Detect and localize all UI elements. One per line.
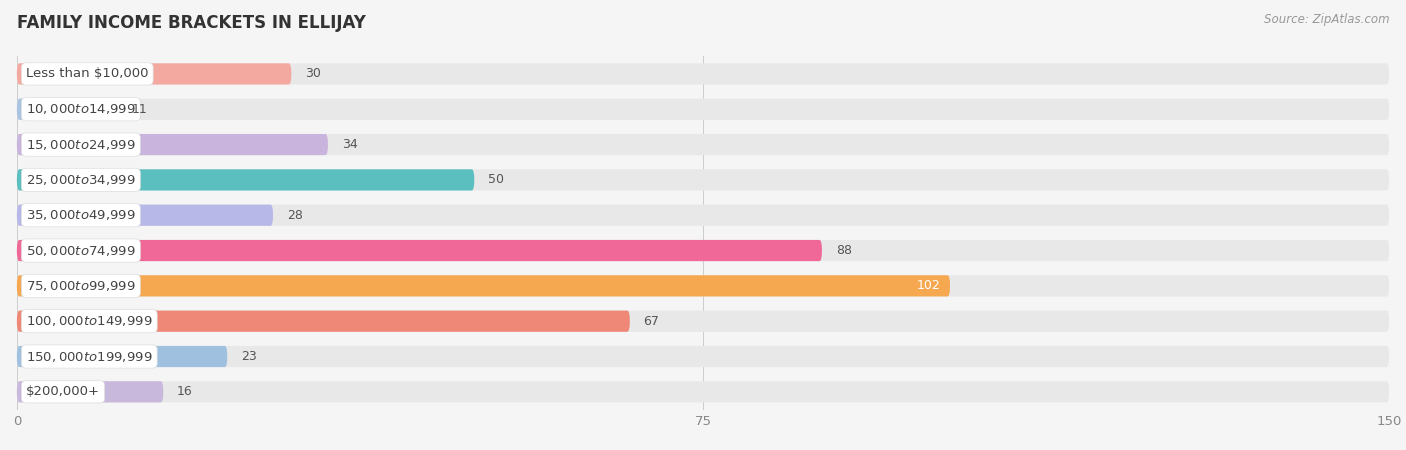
Text: 28: 28	[287, 209, 302, 222]
Text: 11: 11	[131, 103, 148, 116]
FancyBboxPatch shape	[17, 381, 163, 402]
FancyBboxPatch shape	[17, 63, 291, 85]
Text: Less than $10,000: Less than $10,000	[27, 68, 149, 81]
Text: 30: 30	[305, 68, 321, 81]
Text: 23: 23	[240, 350, 257, 363]
Text: $25,000 to $34,999: $25,000 to $34,999	[27, 173, 136, 187]
FancyBboxPatch shape	[17, 169, 1389, 190]
Text: 34: 34	[342, 138, 357, 151]
FancyBboxPatch shape	[17, 99, 118, 120]
FancyBboxPatch shape	[17, 381, 1389, 402]
Text: $75,000 to $99,999: $75,000 to $99,999	[27, 279, 136, 293]
Text: $150,000 to $199,999: $150,000 to $199,999	[27, 350, 153, 364]
FancyBboxPatch shape	[17, 275, 1389, 297]
FancyBboxPatch shape	[17, 310, 1389, 332]
Text: 16: 16	[177, 385, 193, 398]
Text: $15,000 to $24,999: $15,000 to $24,999	[27, 138, 136, 152]
FancyBboxPatch shape	[17, 134, 328, 155]
FancyBboxPatch shape	[17, 205, 273, 226]
FancyBboxPatch shape	[17, 205, 1389, 226]
FancyBboxPatch shape	[17, 346, 1389, 367]
FancyBboxPatch shape	[17, 275, 950, 297]
FancyBboxPatch shape	[17, 346, 228, 367]
Text: $100,000 to $149,999: $100,000 to $149,999	[27, 314, 153, 328]
Text: FAMILY INCOME BRACKETS IN ELLIJAY: FAMILY INCOME BRACKETS IN ELLIJAY	[17, 14, 366, 32]
Text: $10,000 to $14,999: $10,000 to $14,999	[27, 102, 136, 116]
Text: 50: 50	[488, 173, 503, 186]
FancyBboxPatch shape	[17, 240, 823, 261]
Text: $200,000+: $200,000+	[27, 385, 100, 398]
Text: 102: 102	[917, 279, 941, 292]
Text: Source: ZipAtlas.com: Source: ZipAtlas.com	[1264, 14, 1389, 27]
Text: 67: 67	[644, 315, 659, 328]
FancyBboxPatch shape	[17, 240, 1389, 261]
FancyBboxPatch shape	[17, 134, 1389, 155]
Text: $50,000 to $74,999: $50,000 to $74,999	[27, 243, 136, 257]
FancyBboxPatch shape	[17, 99, 1389, 120]
FancyBboxPatch shape	[17, 63, 1389, 85]
Text: $35,000 to $49,999: $35,000 to $49,999	[27, 208, 136, 222]
FancyBboxPatch shape	[17, 169, 474, 190]
Text: 88: 88	[835, 244, 852, 257]
FancyBboxPatch shape	[17, 310, 630, 332]
